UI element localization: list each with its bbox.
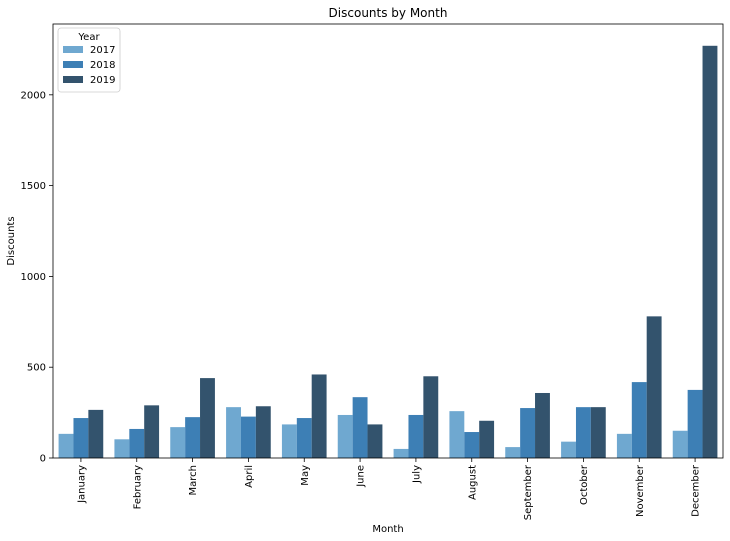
bar-october-2018 [575, 407, 591, 458]
bar-february-2019 [144, 405, 160, 458]
x-axis: January February March April May June July Augu… [76, 458, 702, 520]
bar-april-2017 [226, 407, 241, 458]
bar-march-2018 [185, 417, 201, 458]
bar-december-2019 [702, 45, 718, 458]
bar-september-2018 [520, 408, 536, 458]
x-tick-label-april: April [244, 465, 255, 488]
bar-february-2017 [114, 439, 130, 458]
bar-august-2018 [464, 432, 480, 458]
x-tick-label-october: October [579, 464, 590, 505]
bar-february-2018 [129, 428, 145, 458]
bar-august-2017 [449, 411, 465, 458]
y-tick-label: 1500 [21, 181, 46, 192]
y-axis-label: Discounts [6, 216, 17, 265]
bar-may-2019 [311, 374, 327, 458]
bar-january-2017 [58, 433, 74, 458]
x-tick-label-august: August [467, 465, 478, 500]
bar-june-2018 [352, 397, 368, 458]
x-tick-label-june: June [356, 465, 367, 488]
x-tick-label-february: February [132, 465, 143, 509]
bar-april-2018 [240, 416, 256, 458]
legend: Year 2017 2018 2019 [57, 27, 121, 93]
bar-january-2018 [73, 418, 89, 458]
bar-june-2019 [367, 424, 383, 458]
bar-january-2019 [88, 409, 104, 458]
legend-label-2017: 2017 [90, 45, 115, 56]
x-tick-label-november: November [635, 464, 646, 517]
x-tick-label-july: July [411, 465, 422, 484]
x-tick-label-may: May [300, 465, 311, 486]
bar-march-2019 [200, 378, 215, 458]
bar-september-2017 [505, 447, 521, 458]
bar-june-2017 [337, 414, 353, 458]
bar-october-2017 [561, 441, 576, 458]
bar-september-2019 [535, 392, 550, 458]
legend-title: Year [77, 32, 100, 43]
bar-october-2019 [590, 407, 606, 458]
y-axis: 0 500 1000 1500 2000 [21, 90, 53, 465]
bar-july-2019 [423, 376, 439, 458]
bar-august-2019 [479, 420, 495, 458]
bar-may-2018 [296, 418, 312, 458]
x-tick-label-september: September [523, 464, 534, 520]
bar-july-2018 [408, 414, 424, 458]
y-tick-label: 2000 [21, 90, 46, 101]
bar-november-2019 [646, 316, 662, 458]
legend-label-2018: 2018 [90, 60, 115, 71]
bar-december-2017 [672, 430, 688, 458]
bar-november-2018 [631, 382, 647, 458]
bars-group [58, 45, 718, 458]
legend-swatch-2019 [63, 76, 83, 83]
bar-november-2017 [616, 433, 632, 458]
bar-december-2018 [687, 389, 703, 458]
legend-swatch-2018 [63, 61, 83, 68]
x-tick-label-december: December [691, 464, 702, 517]
x-axis-label: Month [372, 524, 403, 535]
y-tick-label: 1000 [21, 272, 46, 283]
bar-april-2019 [255, 406, 271, 458]
legend-label-2019: 2019 [90, 75, 115, 86]
x-tick-label-march: March [188, 465, 199, 495]
bar-july-2017 [393, 448, 409, 458]
plot-frame [52, 23, 724, 459]
bar-may-2017 [281, 424, 297, 458]
y-tick-label: 0 [40, 454, 46, 465]
y-tick-label: 500 [27, 363, 46, 374]
legend-swatch-2017 [63, 46, 83, 53]
bar-march-2017 [170, 427, 186, 458]
x-tick-label-january: January [76, 465, 87, 504]
chart-title: Discounts by Month [329, 6, 448, 20]
